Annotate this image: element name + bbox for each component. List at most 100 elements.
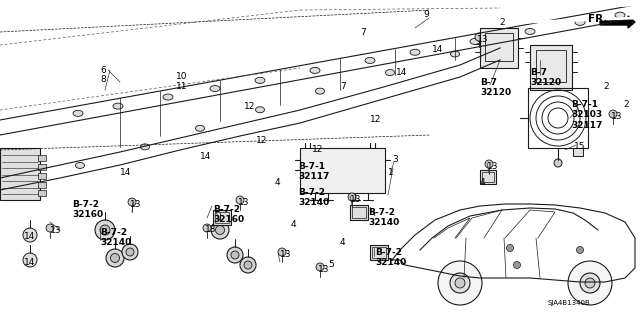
Text: 13: 13 xyxy=(50,226,61,235)
Text: 9: 9 xyxy=(423,10,429,19)
Circle shape xyxy=(455,278,465,288)
Text: B-7-2
32160: B-7-2 32160 xyxy=(72,200,103,219)
Text: 2: 2 xyxy=(499,18,504,27)
Text: B-7
32120: B-7 32120 xyxy=(480,78,511,97)
Ellipse shape xyxy=(76,162,84,168)
Text: 11: 11 xyxy=(176,82,188,91)
Circle shape xyxy=(580,273,600,293)
Bar xyxy=(530,45,572,90)
Text: 7: 7 xyxy=(360,28,365,37)
Bar xyxy=(215,212,229,223)
Text: 2: 2 xyxy=(603,82,609,91)
Bar xyxy=(38,190,46,196)
Ellipse shape xyxy=(525,28,535,34)
Bar xyxy=(350,205,368,220)
Bar xyxy=(536,50,566,82)
Text: 4: 4 xyxy=(291,220,296,229)
Text: B-7-1
32103
32117: B-7-1 32103 32117 xyxy=(571,100,602,130)
Text: 4: 4 xyxy=(275,178,280,187)
Bar xyxy=(480,170,496,184)
Circle shape xyxy=(609,110,617,118)
Text: 14: 14 xyxy=(120,168,131,177)
Bar xyxy=(480,28,518,68)
Circle shape xyxy=(577,247,584,254)
Bar xyxy=(213,210,231,225)
Circle shape xyxy=(475,33,483,41)
Circle shape xyxy=(450,273,470,293)
Text: 14: 14 xyxy=(24,258,35,267)
Text: 4: 4 xyxy=(340,238,346,247)
Text: 12: 12 xyxy=(312,145,323,154)
Text: 6: 6 xyxy=(100,66,106,75)
Circle shape xyxy=(126,248,134,256)
Text: 4: 4 xyxy=(480,178,486,187)
Text: 13: 13 xyxy=(477,35,488,44)
Text: FR.: FR. xyxy=(588,14,607,24)
Ellipse shape xyxy=(141,144,150,150)
Text: 13: 13 xyxy=(280,250,291,259)
Circle shape xyxy=(438,261,482,305)
Text: 14: 14 xyxy=(200,152,211,161)
Text: 2: 2 xyxy=(623,100,628,109)
Text: 12: 12 xyxy=(370,115,381,124)
Text: B-7-2
32140: B-7-2 32140 xyxy=(368,208,399,227)
Ellipse shape xyxy=(316,88,324,94)
Circle shape xyxy=(122,244,138,260)
Ellipse shape xyxy=(163,94,173,100)
Bar xyxy=(38,182,46,188)
Circle shape xyxy=(128,198,136,206)
Bar xyxy=(0,148,40,200)
Ellipse shape xyxy=(470,38,480,44)
Bar xyxy=(485,33,513,61)
Text: 1: 1 xyxy=(388,168,394,177)
Text: 5: 5 xyxy=(328,260,333,269)
Circle shape xyxy=(485,160,493,168)
Circle shape xyxy=(554,159,562,167)
Circle shape xyxy=(211,221,229,239)
Circle shape xyxy=(236,196,244,204)
Ellipse shape xyxy=(26,181,35,187)
Ellipse shape xyxy=(451,51,460,57)
Text: B-7-2
32140: B-7-2 32140 xyxy=(375,248,406,267)
Ellipse shape xyxy=(195,125,205,131)
Ellipse shape xyxy=(255,78,265,83)
Text: 13: 13 xyxy=(611,112,623,121)
Text: B-7-2
32160: B-7-2 32160 xyxy=(213,205,244,224)
Ellipse shape xyxy=(113,103,123,109)
Ellipse shape xyxy=(385,70,394,76)
Circle shape xyxy=(95,220,115,240)
Ellipse shape xyxy=(615,12,625,18)
Bar xyxy=(38,155,46,161)
Circle shape xyxy=(106,249,124,267)
Ellipse shape xyxy=(210,85,220,92)
Circle shape xyxy=(23,228,37,242)
Circle shape xyxy=(513,262,520,269)
Circle shape xyxy=(348,193,356,201)
Bar xyxy=(370,245,388,260)
Circle shape xyxy=(568,261,612,305)
Text: B-7
32120: B-7 32120 xyxy=(530,68,561,87)
Ellipse shape xyxy=(310,67,320,73)
Bar xyxy=(38,173,46,179)
Circle shape xyxy=(100,225,110,235)
Circle shape xyxy=(231,251,239,259)
Ellipse shape xyxy=(73,110,83,116)
Text: 13: 13 xyxy=(350,195,362,204)
Circle shape xyxy=(506,244,513,251)
Text: 13: 13 xyxy=(130,200,141,209)
Circle shape xyxy=(216,226,225,234)
Circle shape xyxy=(585,278,595,288)
Text: 8: 8 xyxy=(100,75,106,84)
Bar xyxy=(573,148,583,156)
Text: 14: 14 xyxy=(24,232,35,241)
Text: 3: 3 xyxy=(392,155,397,164)
Text: 14: 14 xyxy=(432,45,444,54)
Text: 13: 13 xyxy=(318,265,330,274)
Text: B-7-2
32140: B-7-2 32140 xyxy=(100,228,131,248)
Text: 13: 13 xyxy=(487,162,499,171)
Text: 12: 12 xyxy=(244,102,255,111)
Text: 13: 13 xyxy=(205,225,216,234)
Text: B-7-2
32140: B-7-2 32140 xyxy=(298,188,329,207)
Ellipse shape xyxy=(255,107,264,113)
Bar xyxy=(38,164,46,170)
